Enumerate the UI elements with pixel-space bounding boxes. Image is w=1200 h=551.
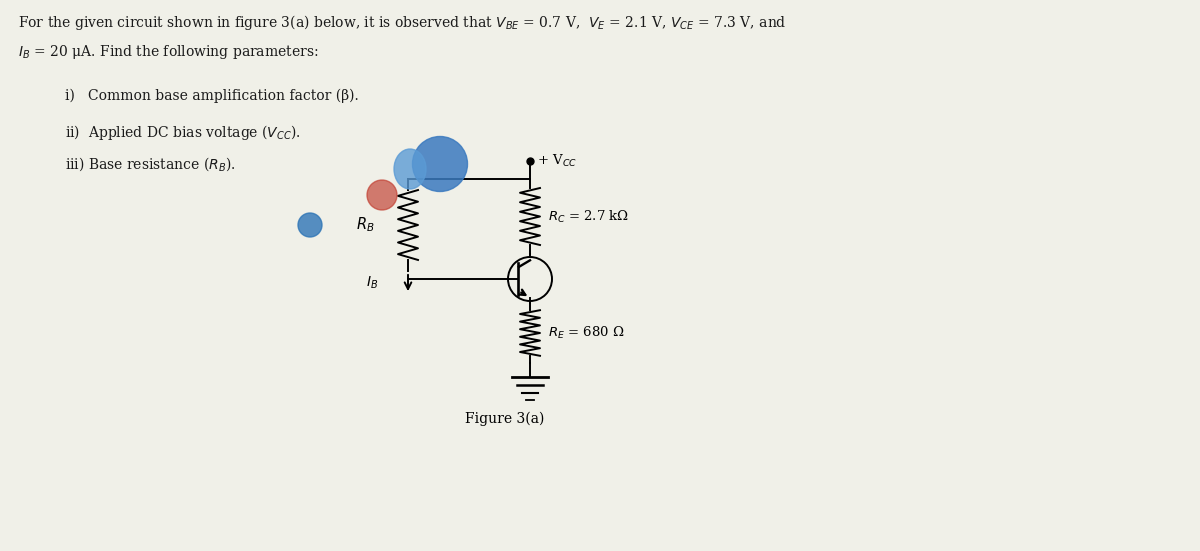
Text: iii) Base resistance ($R_B$).: iii) Base resistance ($R_B$). — [65, 155, 235, 173]
Ellipse shape — [413, 137, 468, 192]
Text: i)   Common base amplification factor (β).: i) Common base amplification factor (β). — [65, 89, 359, 104]
Text: $R_B$: $R_B$ — [356, 215, 374, 234]
Ellipse shape — [367, 180, 397, 210]
Text: $R_E$ = 680 Ω: $R_E$ = 680 Ω — [548, 325, 625, 341]
Ellipse shape — [394, 149, 426, 189]
Text: For the given circuit shown in figure 3(a) below, it is observed that $V_{BE}$ =: For the given circuit shown in figure 3(… — [18, 13, 786, 32]
Text: $I_B$ = 20 μA. Find the following parameters:: $I_B$ = 20 μA. Find the following parame… — [18, 43, 318, 61]
Text: $R_C$ = 2.7 kΩ: $R_C$ = 2.7 kΩ — [548, 208, 629, 225]
Ellipse shape — [298, 213, 322, 237]
Text: ii)  Applied DC bias voltage ($V_{CC}$).: ii) Applied DC bias voltage ($V_{CC}$). — [65, 123, 301, 142]
Text: + V$_{CC}$: + V$_{CC}$ — [538, 153, 577, 169]
Text: $I_B$: $I_B$ — [366, 275, 378, 291]
Text: Figure 3(a): Figure 3(a) — [466, 412, 545, 426]
